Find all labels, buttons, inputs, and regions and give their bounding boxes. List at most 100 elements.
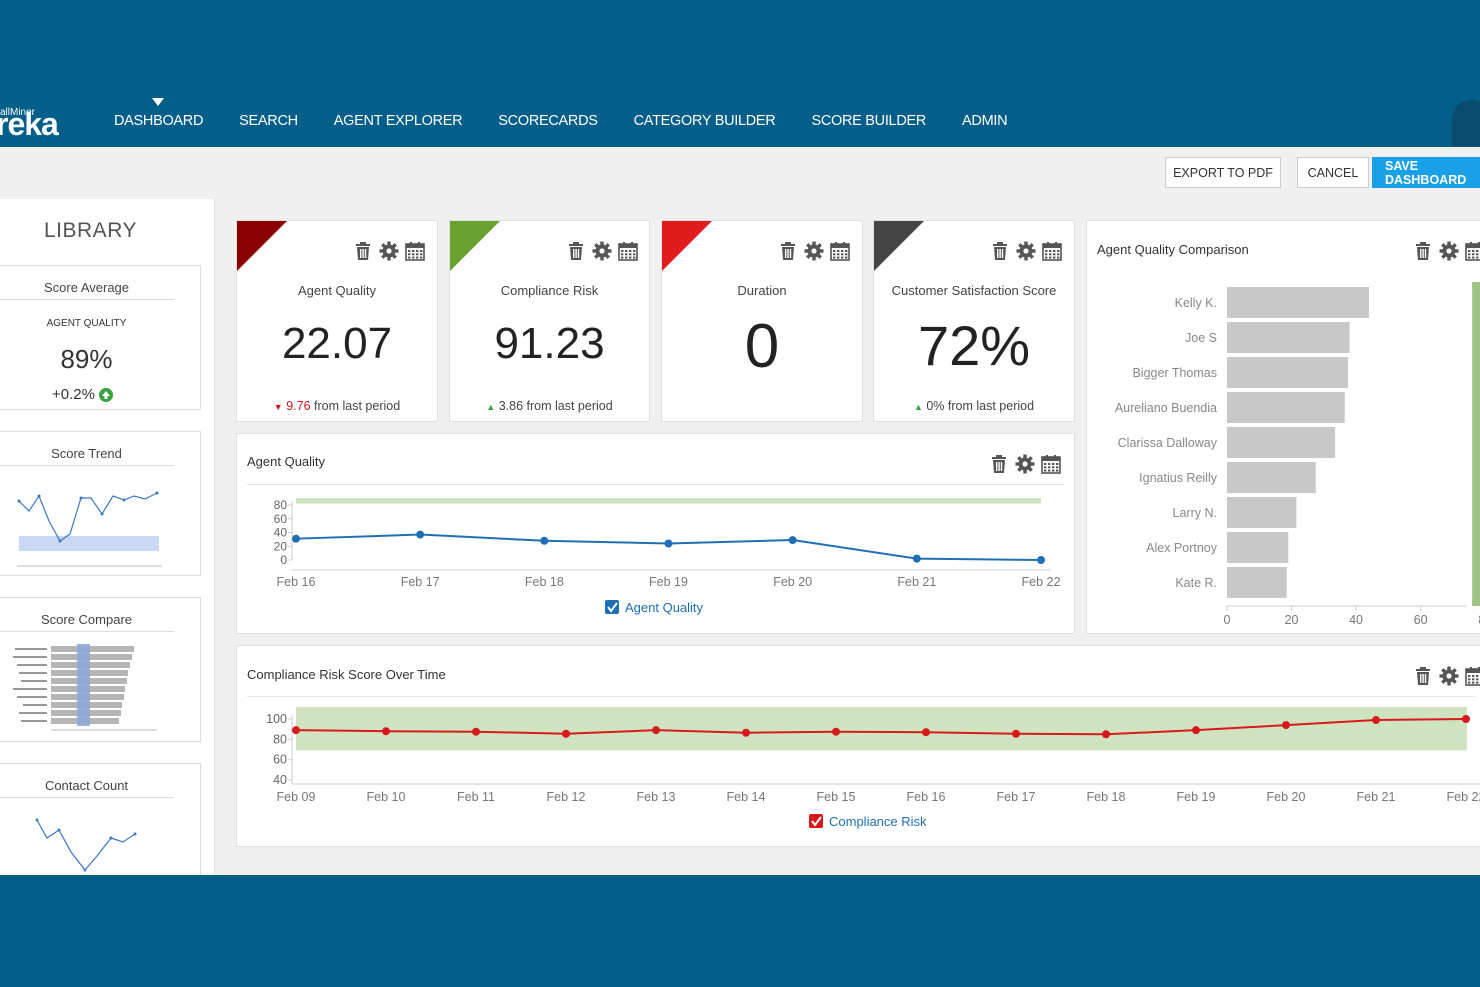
compliance-risk-chart-card: Compliance Risk Score Over Time 40 60 80 10… xyxy=(236,645,1480,847)
logo[interactable]: reka xyxy=(0,106,59,142)
agent-quality-card-actions xyxy=(989,454,1061,474)
gear-icon[interactable] xyxy=(1439,241,1459,261)
y-tick-label: 60 xyxy=(273,753,287,767)
x-tick-label: 0 xyxy=(1224,613,1231,627)
data-point xyxy=(1372,716,1380,725)
score-average-delta-row: +0.2% xyxy=(52,386,113,403)
compliance-risk-line-chart: 40 60 80 100 Feb 09 Feb 10 Feb 11 Feb 12 Feb 13 F… xyxy=(266,707,1480,829)
library-contact-count[interactable]: Contact Count xyxy=(0,763,201,875)
trash-icon[interactable] xyxy=(1413,241,1433,261)
calendar-icon[interactable] xyxy=(1465,666,1480,686)
card-divider xyxy=(247,484,1064,485)
kpi-corner-marker xyxy=(662,221,712,271)
legend-checkbox[interactable] xyxy=(809,814,823,828)
category-label: Kate R. xyxy=(1175,576,1217,590)
data-point xyxy=(1192,726,1200,735)
gear-icon[interactable] xyxy=(379,241,399,261)
trash-icon[interactable] xyxy=(566,241,586,261)
nav-search[interactable]: SEARCH xyxy=(239,113,298,129)
nav-admin[interactable]: ADMIN xyxy=(962,113,1008,129)
x-tick-label: Feb 09 xyxy=(277,790,316,804)
data-point xyxy=(472,727,480,736)
comparison-title: Agent Quality Comparison xyxy=(1097,242,1249,257)
trash-icon[interactable] xyxy=(353,241,373,261)
kpi-title: Customer Satisfaction Score xyxy=(891,283,1057,298)
data-point xyxy=(292,726,300,735)
trash-icon[interactable] xyxy=(1413,666,1433,686)
kpi-card-duration: Duration 0 xyxy=(661,220,863,422)
calendar-icon[interactable] xyxy=(1042,241,1062,261)
cancel-button[interactable]: CANCEL xyxy=(1297,157,1369,188)
bar xyxy=(1227,462,1316,493)
legend-label: Compliance Risk xyxy=(829,814,927,829)
data-point xyxy=(562,729,570,738)
library-score-trend[interactable]: Score Trend xyxy=(0,431,201,576)
y-tick-label: 40 xyxy=(274,526,288,540)
gear-icon[interactable] xyxy=(1015,454,1035,474)
user-avatar[interactable] xyxy=(1452,100,1480,146)
nav-scorecards[interactable]: SCORECARDS xyxy=(498,113,598,129)
gear-icon[interactable] xyxy=(592,241,612,261)
gear-icon[interactable] xyxy=(804,241,824,261)
score-average-title: Score Average xyxy=(0,280,174,300)
kpi-delta: ▲ 0% from last period xyxy=(913,399,1035,413)
calendar-icon[interactable] xyxy=(618,241,638,261)
data-point xyxy=(292,534,300,543)
kpi-value: 22.07 xyxy=(281,319,393,368)
data-point xyxy=(912,554,921,563)
category-label: Ignatius Reilly xyxy=(1139,471,1218,485)
legend-checkbox[interactable] xyxy=(605,600,619,614)
category-label: Clarissa Dalloway xyxy=(1118,436,1218,450)
x-tick-label: Feb 21 xyxy=(1357,790,1396,804)
score-compare-title: Score Compare xyxy=(0,612,174,632)
kpi-value: 91.23 xyxy=(494,319,605,368)
gear-icon[interactable] xyxy=(1016,241,1036,261)
target-band xyxy=(296,707,1467,751)
data-point xyxy=(1282,721,1290,730)
kpi-title: Compliance Risk xyxy=(500,283,599,298)
x-tick-label: Feb 11 xyxy=(457,790,495,804)
calendar-icon[interactable] xyxy=(405,241,425,261)
data-point xyxy=(1462,715,1470,723)
bar xyxy=(1227,357,1349,388)
data-point xyxy=(742,728,750,737)
nav-category-builder[interactable]: CATEGORY BUILDER xyxy=(633,113,776,129)
kpi-card-compliance-risk: Compliance Risk 91.23 ▲ 3.86 from last p… xyxy=(449,220,650,422)
contact-count-thumbnail xyxy=(35,818,137,872)
export-pdf-button[interactable]: EXPORT TO PDF xyxy=(1165,157,1281,188)
y-tick-label: 40 xyxy=(273,773,287,787)
y-tick-label: 100 xyxy=(266,712,287,726)
kpi-delta: ▼ 9.76 from last period xyxy=(273,399,401,413)
library-score-average[interactable]: Score Average AGENT QUALITY 89% +0.2% xyxy=(0,265,201,410)
kpi-card-actions xyxy=(353,241,425,261)
kpi-card-actions xyxy=(990,241,1062,261)
bar xyxy=(1227,392,1345,423)
card-divider xyxy=(247,696,1475,697)
category-label: Larry N. xyxy=(1173,506,1217,520)
library-title: LIBRARY xyxy=(44,219,137,242)
save-dashboard-button[interactable]: SAVE DASHBOARD xyxy=(1372,157,1480,188)
nav-agent-explorer[interactable]: AGENT EXPLORER xyxy=(333,113,463,129)
gear-icon[interactable] xyxy=(1439,666,1459,686)
calendar-icon[interactable] xyxy=(1041,454,1061,474)
kpi-card-actions xyxy=(778,241,850,261)
data-point xyxy=(922,728,930,737)
category-label: Joe S xyxy=(1185,331,1217,345)
x-tick-label: Feb 20 xyxy=(773,575,812,589)
legend-label: Agent Quality xyxy=(625,600,704,615)
library-score-compare[interactable]: Score Compare xyxy=(0,597,201,742)
nav-score-builder[interactable]: SCORE BUILDER xyxy=(811,113,927,129)
bar xyxy=(1227,322,1350,353)
category-label: Alex Portnoy xyxy=(1146,541,1218,555)
bar xyxy=(1227,427,1336,458)
compliance-card-actions xyxy=(1413,666,1480,686)
calendar-icon[interactable] xyxy=(1465,241,1480,261)
x-tick-label: 60 xyxy=(1414,613,1428,627)
x-tick-label: Feb 16 xyxy=(907,790,946,804)
calendar-icon[interactable] xyxy=(830,241,850,261)
nav-dashboard[interactable]: DASHBOARD xyxy=(114,98,204,129)
trash-icon[interactable] xyxy=(989,454,1009,474)
kpi-corner-marker xyxy=(237,221,287,271)
trash-icon[interactable] xyxy=(990,241,1010,261)
trash-icon[interactable] xyxy=(778,241,798,261)
